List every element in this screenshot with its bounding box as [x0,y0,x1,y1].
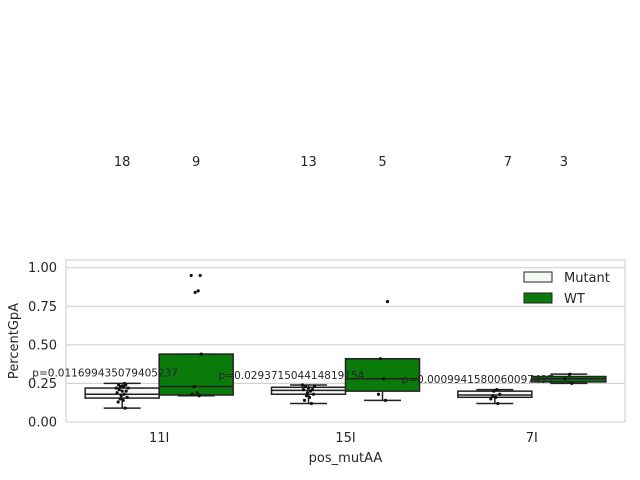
data-point [198,273,202,278]
data-point [376,392,381,396]
data-point [570,381,574,386]
data-point [116,383,121,387]
count-mutant-7I: 7 [504,155,512,170]
data-point [195,391,199,395]
data-point [307,395,312,399]
data-point [301,388,306,392]
p-value-label: p=0.0009941580060097497 [402,374,554,386]
data-point [120,389,124,393]
data-point [563,377,567,381]
y-tick-label: 1.00 [28,261,57,276]
data-point [496,401,500,406]
wt-box-11I [158,353,234,397]
data-point [122,381,127,386]
mutant-box-11I [84,382,160,409]
y-tick-label: 0.25 [28,377,57,392]
count-wt-15I: 5 [378,155,386,170]
data-point [197,394,201,398]
data-point [199,352,203,356]
data-point [123,406,127,410]
wt-box-15I [344,357,421,402]
data-point [192,384,196,389]
data-point [300,383,305,387]
data-point [119,394,123,398]
legend-swatch-mutant [523,271,553,283]
data-point [118,397,122,401]
data-point [121,398,125,402]
data-point [385,300,390,304]
data-point [495,388,499,392]
data-point [494,395,498,399]
x-tick-label: 7I [526,431,538,446]
x-axis-label: pos_mutAA [309,451,383,466]
data-point [116,400,120,404]
data-point [491,394,495,398]
data-point [196,289,200,293]
iqr-box [158,353,234,396]
data-point [114,386,118,390]
count-mutant-15I: 13 [300,155,317,170]
data-point [190,392,194,396]
data-point [378,357,383,361]
data-point [492,389,496,393]
legend-label-mutant: Mutant [564,271,610,286]
data-point [306,386,311,390]
data-point [302,398,307,402]
data-point [189,273,193,278]
y-axis-label: PercentGpA [7,303,22,379]
data-point [125,395,129,399]
y-tick-label: 0.75 [28,300,57,315]
iqr-box [344,357,421,392]
data-point [498,392,502,396]
count-wt-7I: 3 [560,155,568,170]
x-tick-label: 15I [335,431,355,446]
data-point [383,398,388,402]
count-mutant-11I: 18 [114,155,131,170]
data-point [489,397,493,401]
x-tick-label: 11I [149,431,169,446]
data-point [311,392,316,396]
data-point [122,392,126,396]
p-value-label: p=0.029371504414819154 [219,370,365,382]
data-point [381,377,386,381]
data-point [304,394,309,398]
data-point [117,388,121,392]
y-tick-label: 0.00 [28,416,57,431]
wt-box-7I [531,373,607,385]
data-point [303,384,308,389]
count-wt-11I: 9 [192,155,200,170]
legend-swatch-wt [523,292,553,304]
data-point [305,391,310,395]
data-point [126,386,130,390]
data-point [309,401,314,406]
p-value-label: p=0.011699435079405237 [32,368,178,380]
data-point [568,372,572,376]
data-point [193,290,197,294]
y-tick-label: 0.50 [28,338,57,353]
data-point [312,384,317,389]
data-point [115,391,119,395]
data-point [310,388,315,392]
legend-label-wt: WT [564,292,585,307]
data-point [124,389,128,393]
